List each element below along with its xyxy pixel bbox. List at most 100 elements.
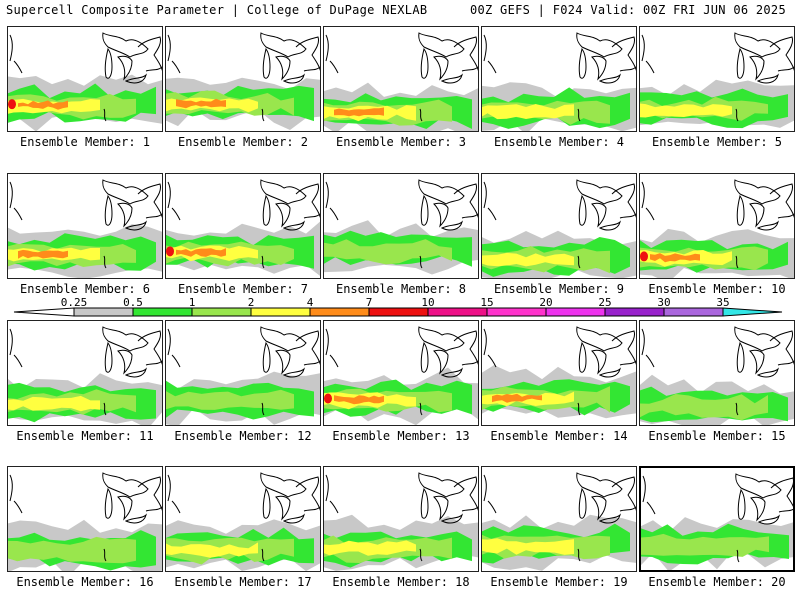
coastline-outline xyxy=(577,402,581,416)
coastline-outline xyxy=(262,487,271,519)
coastline-outline xyxy=(750,496,766,522)
coastline-outline xyxy=(734,179,781,205)
coastline-outline xyxy=(325,328,329,356)
coastline-outline xyxy=(577,255,581,269)
coastline-outline xyxy=(13,60,23,74)
coastline-outline xyxy=(167,181,171,209)
coastline-outline xyxy=(578,487,587,519)
coastline-outline xyxy=(591,55,607,81)
coastline-outline xyxy=(778,508,793,513)
coastline-outline xyxy=(419,402,423,416)
coastline-outline xyxy=(419,108,423,122)
coastline-outline xyxy=(619,213,636,219)
coastline-outline xyxy=(303,213,320,219)
coastline-outline xyxy=(303,66,320,72)
coastline-outline xyxy=(770,477,793,507)
ensemble-member-panel xyxy=(639,320,795,426)
colorbar-segment xyxy=(132,307,193,317)
ensemble-member-panel xyxy=(323,26,479,132)
coastline-outline xyxy=(619,506,636,512)
scp-contour-4 xyxy=(492,393,542,403)
scp-field-map xyxy=(8,179,162,278)
coastline-outline xyxy=(577,548,581,562)
coastline-outline xyxy=(282,73,305,84)
scp-contour-1 xyxy=(8,536,136,564)
colorbar-segment xyxy=(663,307,724,317)
coastline-outline xyxy=(295,330,320,365)
coastline-outline xyxy=(641,181,645,209)
ensemble-member-panel xyxy=(7,26,163,132)
ensemble-member-label: Ensemble Member: 9 xyxy=(493,282,625,296)
coastline-outline xyxy=(453,330,478,365)
coastline-outline xyxy=(735,255,739,269)
coastline-outline xyxy=(419,548,423,562)
coastline-outline xyxy=(261,402,265,416)
coastline-outline xyxy=(461,506,478,512)
coastline-outline xyxy=(645,207,655,221)
ensemble-member-label: Ensemble Member: 18 xyxy=(332,575,470,589)
coastline-outline xyxy=(483,181,487,209)
colorbar-low-arrow xyxy=(13,307,75,317)
coastline-outline xyxy=(262,47,271,79)
coastline-outline xyxy=(769,183,794,218)
coastline-outline xyxy=(102,472,149,498)
scp-contour-2 xyxy=(482,252,574,267)
coastline-outline xyxy=(591,202,607,228)
coastline-outline xyxy=(418,179,465,205)
coastline-outline xyxy=(295,36,320,71)
coastline-outline xyxy=(329,60,339,74)
scp-contour-4 xyxy=(650,253,700,263)
coastline-outline xyxy=(461,213,478,219)
coastline-outline xyxy=(487,207,497,221)
coastline-outline xyxy=(325,34,329,62)
coastline-outline xyxy=(325,474,329,502)
colorbar-tick-label: 30 xyxy=(657,297,670,309)
ensemble-member-panel xyxy=(481,26,637,132)
ensemble-member-label: Ensemble Member: 3 xyxy=(335,135,467,149)
coastline-outline xyxy=(576,32,623,58)
coastline-outline xyxy=(329,354,339,368)
coastline-outline xyxy=(282,367,305,378)
coastline-outline xyxy=(260,472,307,498)
coastline-outline xyxy=(275,202,291,228)
coastline-outline xyxy=(777,66,794,72)
scp-contour-1 xyxy=(640,394,768,421)
coastline-outline xyxy=(103,255,107,269)
ensemble-member-panel xyxy=(481,173,637,279)
coastline-outline xyxy=(577,108,581,122)
coastline-outline xyxy=(137,183,162,218)
coastline-outline xyxy=(619,66,636,72)
coastline-outline xyxy=(611,476,636,511)
scp-contour-4 xyxy=(334,395,384,405)
coastline-outline xyxy=(419,255,423,269)
colorbar-segment xyxy=(486,307,547,317)
ensemble-member-panel xyxy=(481,466,637,572)
ensemble-member-label: Ensemble Member: 2 xyxy=(177,135,309,149)
coastline-outline xyxy=(117,202,133,228)
coastline-outline xyxy=(103,548,107,562)
coastline-outline xyxy=(777,360,794,366)
coastline-outline xyxy=(13,207,23,221)
coastline-outline xyxy=(645,60,655,74)
coastline-outline xyxy=(578,194,587,226)
coastline-outline xyxy=(171,60,181,74)
coastline-outline xyxy=(260,32,307,58)
coastline-outline xyxy=(433,349,449,375)
ensemble-member-panel xyxy=(7,320,163,426)
coastline-outline xyxy=(487,60,497,74)
coastline-outline xyxy=(576,326,623,352)
colorbar-segment xyxy=(191,307,252,317)
coastline-outline xyxy=(9,181,13,209)
colorbar-segment xyxy=(722,307,783,317)
coastline-outline xyxy=(611,330,636,365)
colorbar-tick-label: 0.5 xyxy=(123,297,143,309)
colorbar-tick-label: 20 xyxy=(539,297,552,309)
coastline-outline xyxy=(102,32,149,58)
coastline-outline xyxy=(777,213,794,219)
scp-field-map xyxy=(8,326,162,425)
coastline-outline xyxy=(483,474,487,502)
coastline-outline xyxy=(619,360,636,366)
coastline-outline xyxy=(641,328,645,356)
scp-contour-2 xyxy=(482,104,574,120)
coastline-outline xyxy=(576,472,623,498)
